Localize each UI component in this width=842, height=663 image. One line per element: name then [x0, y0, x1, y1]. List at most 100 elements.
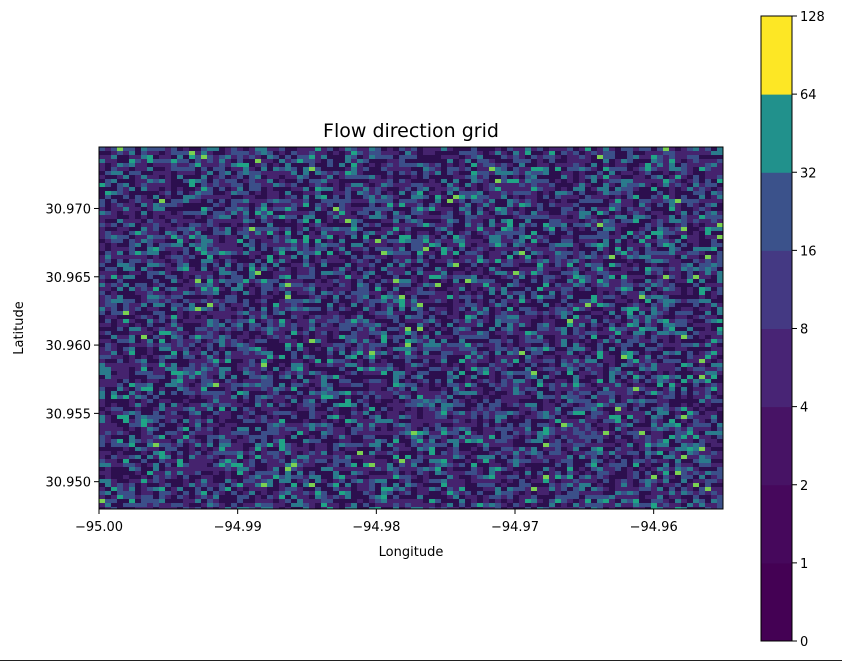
heatmap-cell	[717, 315, 723, 319]
heatmap-cell	[189, 203, 195, 207]
heatmap-cell	[549, 263, 555, 267]
heatmap-cell	[111, 295, 117, 299]
heatmap-cell	[105, 159, 111, 163]
heatmap-cell	[687, 239, 693, 243]
heatmap-cell	[105, 155, 111, 159]
heatmap-cell	[579, 259, 585, 263]
heatmap-cell	[675, 327, 681, 331]
heatmap-cell	[297, 307, 303, 311]
heatmap-cell	[693, 183, 699, 187]
heatmap-cell	[693, 243, 699, 247]
heatmap-cell	[411, 211, 417, 215]
heatmap-cell	[261, 195, 267, 199]
heatmap-cell	[615, 219, 621, 223]
heatmap-cell	[603, 207, 609, 211]
heatmap-cell	[327, 199, 333, 203]
heatmap-cell	[543, 167, 549, 171]
heatmap-cell	[399, 299, 405, 303]
heatmap-cell	[585, 271, 591, 275]
heatmap-cell	[645, 179, 651, 183]
heatmap-cell	[525, 147, 531, 151]
heatmap-cell	[717, 227, 723, 231]
heatmap-cell	[639, 175, 645, 179]
heatmap-cell	[201, 335, 207, 339]
heatmap-cell	[387, 167, 393, 171]
heatmap-cell	[177, 291, 183, 295]
heatmap-cell	[333, 151, 339, 155]
heatmap-cell	[711, 287, 717, 291]
heatmap-cell	[525, 263, 531, 267]
heatmap-cell	[633, 183, 639, 187]
heatmap-cell	[213, 315, 219, 319]
heatmap-cell	[567, 191, 573, 195]
heatmap-cell	[489, 211, 495, 215]
heatmap-cell	[117, 191, 123, 195]
heatmap-cell	[123, 315, 129, 319]
heatmap-cell	[543, 247, 549, 251]
heatmap-cell	[279, 215, 285, 219]
heatmap-cell	[357, 171, 363, 175]
heatmap-cell	[213, 167, 219, 171]
heatmap-cell	[489, 323, 495, 327]
heatmap-cell	[531, 247, 537, 251]
heatmap-cell	[165, 195, 171, 199]
heatmap-cell	[669, 251, 675, 255]
heatmap-cell	[483, 147, 489, 151]
heatmap-cell	[165, 155, 171, 159]
heatmap-cell	[711, 227, 717, 231]
heatmap-cell	[249, 251, 255, 255]
heatmap-cell	[693, 179, 699, 183]
heatmap-cell	[549, 259, 555, 263]
heatmap-cell	[633, 251, 639, 255]
heatmap-cell	[303, 287, 309, 291]
heatmap-cell	[675, 303, 681, 307]
heatmap-cell	[579, 167, 585, 171]
heatmap-cell	[687, 203, 693, 207]
heatmap-cell	[111, 275, 117, 279]
heatmap-cell	[651, 243, 657, 247]
heatmap-cell	[405, 335, 411, 339]
heatmap-cell	[105, 199, 111, 203]
heatmap-cell	[669, 207, 675, 211]
heatmap-cell	[261, 331, 267, 335]
heatmap-cell	[675, 203, 681, 207]
heatmap-cell	[489, 247, 495, 251]
heatmap-cell	[579, 311, 585, 315]
heatmap-cell	[585, 283, 591, 287]
heatmap-cell	[621, 331, 627, 335]
heatmap-cell	[465, 291, 471, 295]
heatmap-cell	[189, 219, 195, 223]
heatmap-cell	[375, 299, 381, 303]
heatmap-cell	[297, 175, 303, 179]
heatmap-cell	[537, 171, 543, 175]
heatmap-cell	[567, 327, 573, 331]
heatmap-cell	[201, 299, 207, 303]
heatmap-cell	[705, 207, 711, 211]
heatmap-cell	[609, 267, 615, 271]
heatmap-cell	[333, 247, 339, 251]
heatmap-cell	[309, 315, 315, 319]
heatmap-cell	[249, 179, 255, 183]
heatmap-cell	[705, 303, 711, 307]
heatmap-cell	[249, 267, 255, 271]
heatmap-cell	[633, 255, 639, 259]
heatmap-cell	[177, 183, 183, 187]
heatmap-cell	[399, 323, 405, 327]
heatmap-cell	[393, 327, 399, 331]
heatmap-cell	[549, 203, 555, 207]
heatmap-cell	[609, 227, 615, 231]
heatmap-cell	[651, 175, 657, 179]
heatmap-cell	[429, 147, 435, 151]
heatmap-cell	[717, 211, 723, 215]
heatmap-cell	[555, 187, 561, 191]
heatmap-cell	[267, 211, 273, 215]
heatmap-cell	[201, 167, 207, 171]
heatmap-cell	[195, 259, 201, 263]
heatmap-cell	[429, 239, 435, 243]
heatmap-cell	[345, 199, 351, 203]
heatmap-cell	[375, 307, 381, 311]
heatmap-cell	[141, 219, 147, 223]
heatmap-cell	[705, 171, 711, 175]
heatmap-cell	[579, 175, 585, 179]
heatmap-cell	[549, 159, 555, 163]
